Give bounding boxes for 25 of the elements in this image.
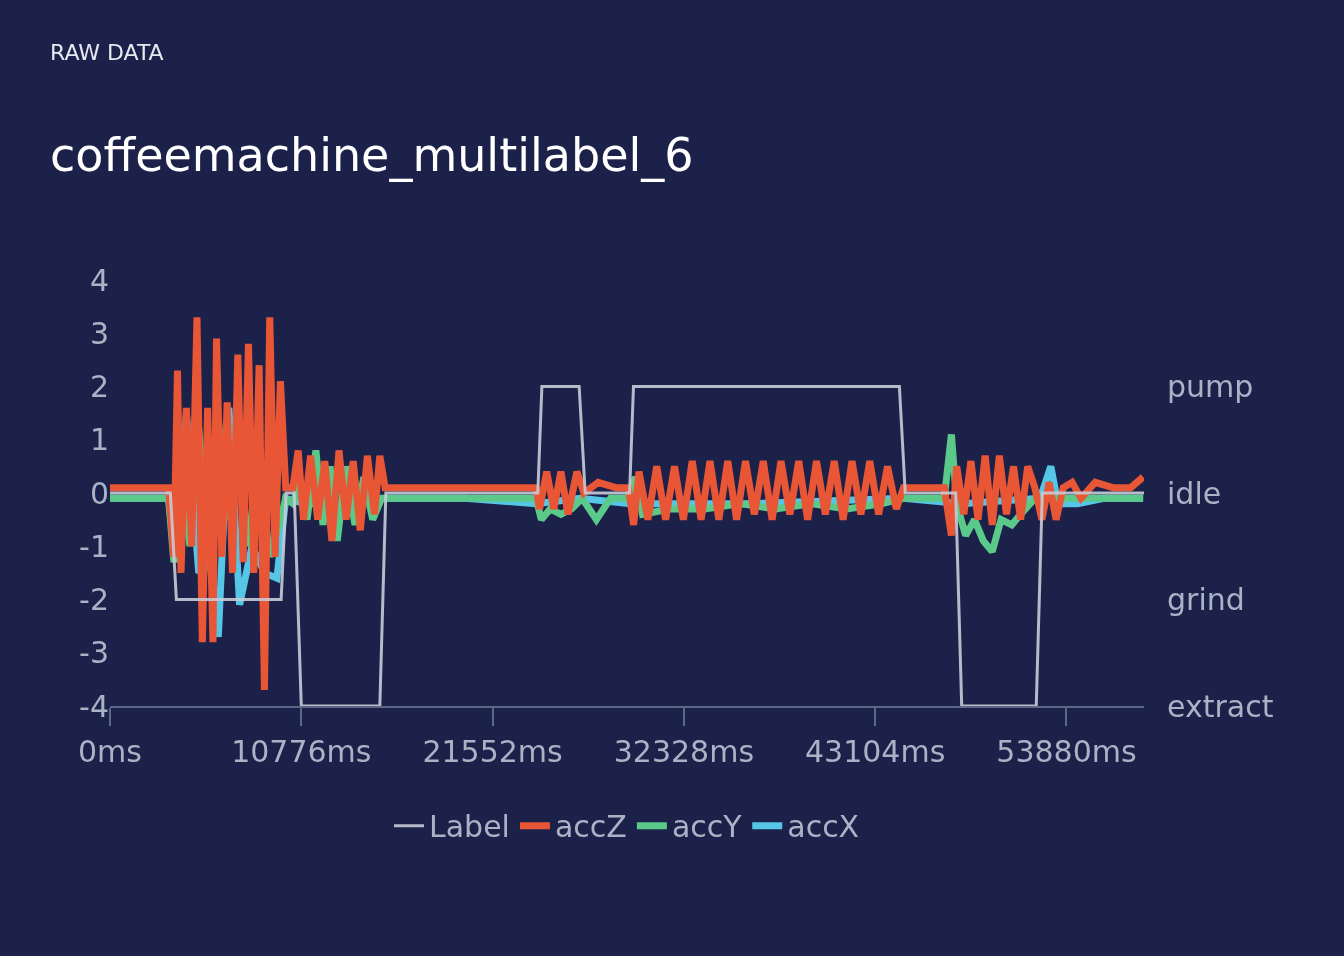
text: pump [1167,369,1254,404]
legend-label: accX [787,809,860,845]
legend-label: accZ [554,809,627,845]
x-tick-label: 0ms [78,734,142,769]
y-tick-label: 0 [89,475,109,511]
text: idle [1167,476,1222,511]
chart-title: RAW DATA [50,40,164,66]
x-tick-label: 21552ms [422,734,563,769]
text: extract [1167,689,1274,724]
x-tick-label: 43104ms [804,734,946,769]
x-tick-label: 53880ms [996,734,1137,769]
legend-label: accY [671,809,743,845]
chart-subtitle: coffeemachine_multilabel_6 [50,128,694,183]
y-tick-label: 1 [89,422,109,458]
y-tick-label: 2 [89,369,109,404]
y-tick-label: -3 [79,635,109,671]
y-tick-label: 3 [89,315,109,351]
y-tick-label: -2 [79,582,109,617]
y-tick-label: -4 [79,688,109,724]
legend-label: Label [429,809,510,845]
text: grind [1167,582,1245,617]
x-tick-label: 32328ms [613,734,755,769]
y-tick-label: 4 [89,262,109,298]
x-tick-label: 10776ms [231,734,372,769]
y-tick-label: -1 [79,528,109,564]
